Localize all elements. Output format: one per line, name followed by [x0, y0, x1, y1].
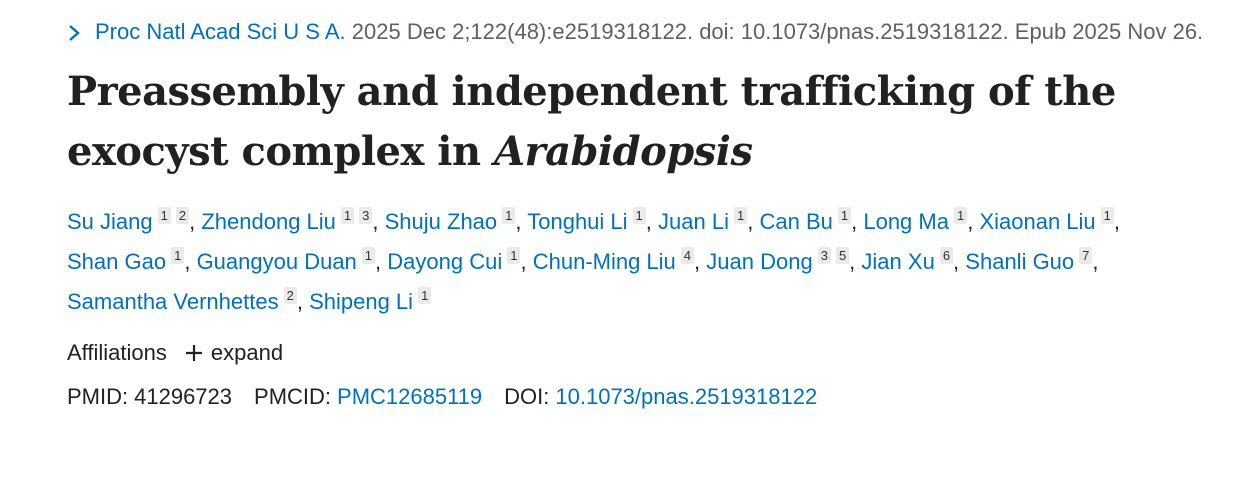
author-name[interactable]: Juan Li: [658, 209, 729, 234]
affiliation-ref[interactable]: 1: [953, 207, 968, 224]
identifier-label: DOI:: [504, 384, 550, 409]
identifier-value: 41296723: [134, 384, 233, 409]
author: Shuju Zhao 1: [384, 207, 522, 234]
affiliation-ref[interactable]: 1: [418, 287, 432, 304]
author: Xiaonan Liu 1: [979, 207, 1120, 234]
author-name[interactable]: Tonghui Li: [527, 209, 628, 234]
citation-details: 2025 Dec 2;122(48):e2519318122. doi: 10.…: [351, 19, 1204, 44]
affiliation-ref[interactable]: 7: [1079, 247, 1093, 264]
author-name[interactable]: Su Jiang: [67, 209, 153, 234]
author-name[interactable]: Chun-Ming Liu: [532, 249, 676, 274]
author: Shanli Guo 7: [965, 247, 1099, 274]
author: Jian Xu 6: [861, 247, 959, 274]
author: Shan Gao 1: [67, 247, 190, 274]
author: Can Bu 1: [759, 207, 857, 234]
affiliations-label: Affiliations: [67, 340, 167, 365]
author-name[interactable]: Shanli Guo: [965, 249, 1075, 274]
identifier-label: PMID:: [67, 384, 129, 409]
title-text: Preassembly and independent trafficking …: [67, 68, 1116, 175]
author-name[interactable]: Shipeng Li: [309, 289, 414, 314]
affiliation-ref[interactable]: 3: [359, 207, 373, 224]
affiliation-ref[interactable]: 1: [837, 207, 852, 224]
affiliation-ref[interactable]: 4: [680, 247, 695, 264]
author-name[interactable]: Can Bu: [759, 209, 833, 234]
author-name[interactable]: Guangyou Duan: [196, 249, 357, 274]
identifier: PMID: 41296723: [67, 384, 232, 409]
author: Juan Li 1: [658, 207, 753, 234]
author-name[interactable]: Zhendong Liu: [201, 209, 336, 234]
author: Tonghui Li 1: [527, 207, 652, 234]
expand-toggle[interactable]: expand: [185, 338, 283, 368]
identifier: DOI: 10.1073/pnas.2519318122: [504, 384, 817, 409]
identifier-label: PMCID:: [254, 384, 332, 409]
author: Long Ma 1: [863, 207, 973, 234]
article-header: Proc Natl Acad Sci U S A. 2025 Dec 2;122…: [67, 12, 1207, 412]
author: Guangyou Duan 1: [196, 247, 381, 274]
identifier: PMCID: PMC12685119: [254, 384, 482, 409]
author: Shipeng Li 1: [309, 287, 432, 314]
affiliation-ref[interactable]: 5: [835, 247, 850, 264]
author-name[interactable]: Samantha Vernhettes: [67, 289, 279, 314]
affiliation-ref[interactable]: 2: [175, 207, 190, 224]
affiliation-ref[interactable]: 1: [157, 207, 171, 224]
title-italic: Arabidopsis: [493, 128, 753, 175]
affiliation-ref[interactable]: 1: [507, 247, 521, 264]
author-name[interactable]: Juan Dong: [706, 249, 813, 274]
affiliation-ref[interactable]: 1: [632, 207, 646, 224]
author-name[interactable]: Shan Gao: [67, 249, 167, 274]
author: Su Jiang 1 2: [67, 207, 195, 234]
affiliation-ref[interactable]: 1: [340, 207, 355, 224]
author: Samantha Vernhettes 2: [67, 287, 303, 314]
author-name[interactable]: Long Ma: [863, 209, 949, 234]
author: Chun-Ming Liu 4: [532, 247, 700, 274]
author-name[interactable]: Xiaonan Liu: [979, 209, 1096, 234]
identifier-value[interactable]: 10.1073/pnas.2519318122: [555, 384, 818, 409]
article-title: Preassembly and independent trafficking …: [67, 62, 1207, 182]
author: Juan Dong 3 5: [706, 247, 855, 274]
chevron-icon[interactable]: [67, 24, 81, 42]
author: Zhendong Liu 1 3: [201, 207, 379, 234]
affiliation-ref[interactable]: 6: [939, 247, 954, 264]
author-name[interactable]: Shuju Zhao: [384, 209, 498, 234]
identifier-value[interactable]: PMC12685119: [337, 384, 483, 409]
author: Dayong Cui 1: [387, 247, 527, 274]
affiliation-ref[interactable]: 1: [733, 207, 748, 224]
plus-icon: [185, 345, 202, 361]
affiliations: Affiliations expand: [67, 338, 1207, 368]
author-name[interactable]: Jian Xu: [861, 249, 935, 274]
affiliation-ref[interactable]: 2: [283, 287, 297, 304]
expand-label[interactable]: expand: [210, 340, 284, 365]
affiliation-ref[interactable]: 3: [817, 247, 831, 264]
affiliation-ref[interactable]: 1: [361, 247, 376, 264]
identifiers: PMID: 41296723 PMCID: PMC12685119 DOI: 10.107…: [67, 382, 1207, 412]
affiliation-ref[interactable]: 1: [502, 207, 516, 224]
author-name[interactable]: Dayong Cui: [387, 249, 503, 274]
journal-link[interactable]: Proc Natl Acad Sci U S A.: [95, 19, 346, 44]
affiliation-ref[interactable]: 1: [171, 247, 185, 264]
citation: Proc Natl Acad Sci U S A. 2025 Dec 2;122…: [67, 12, 1207, 52]
affiliation-ref[interactable]: 1: [1100, 207, 1114, 224]
